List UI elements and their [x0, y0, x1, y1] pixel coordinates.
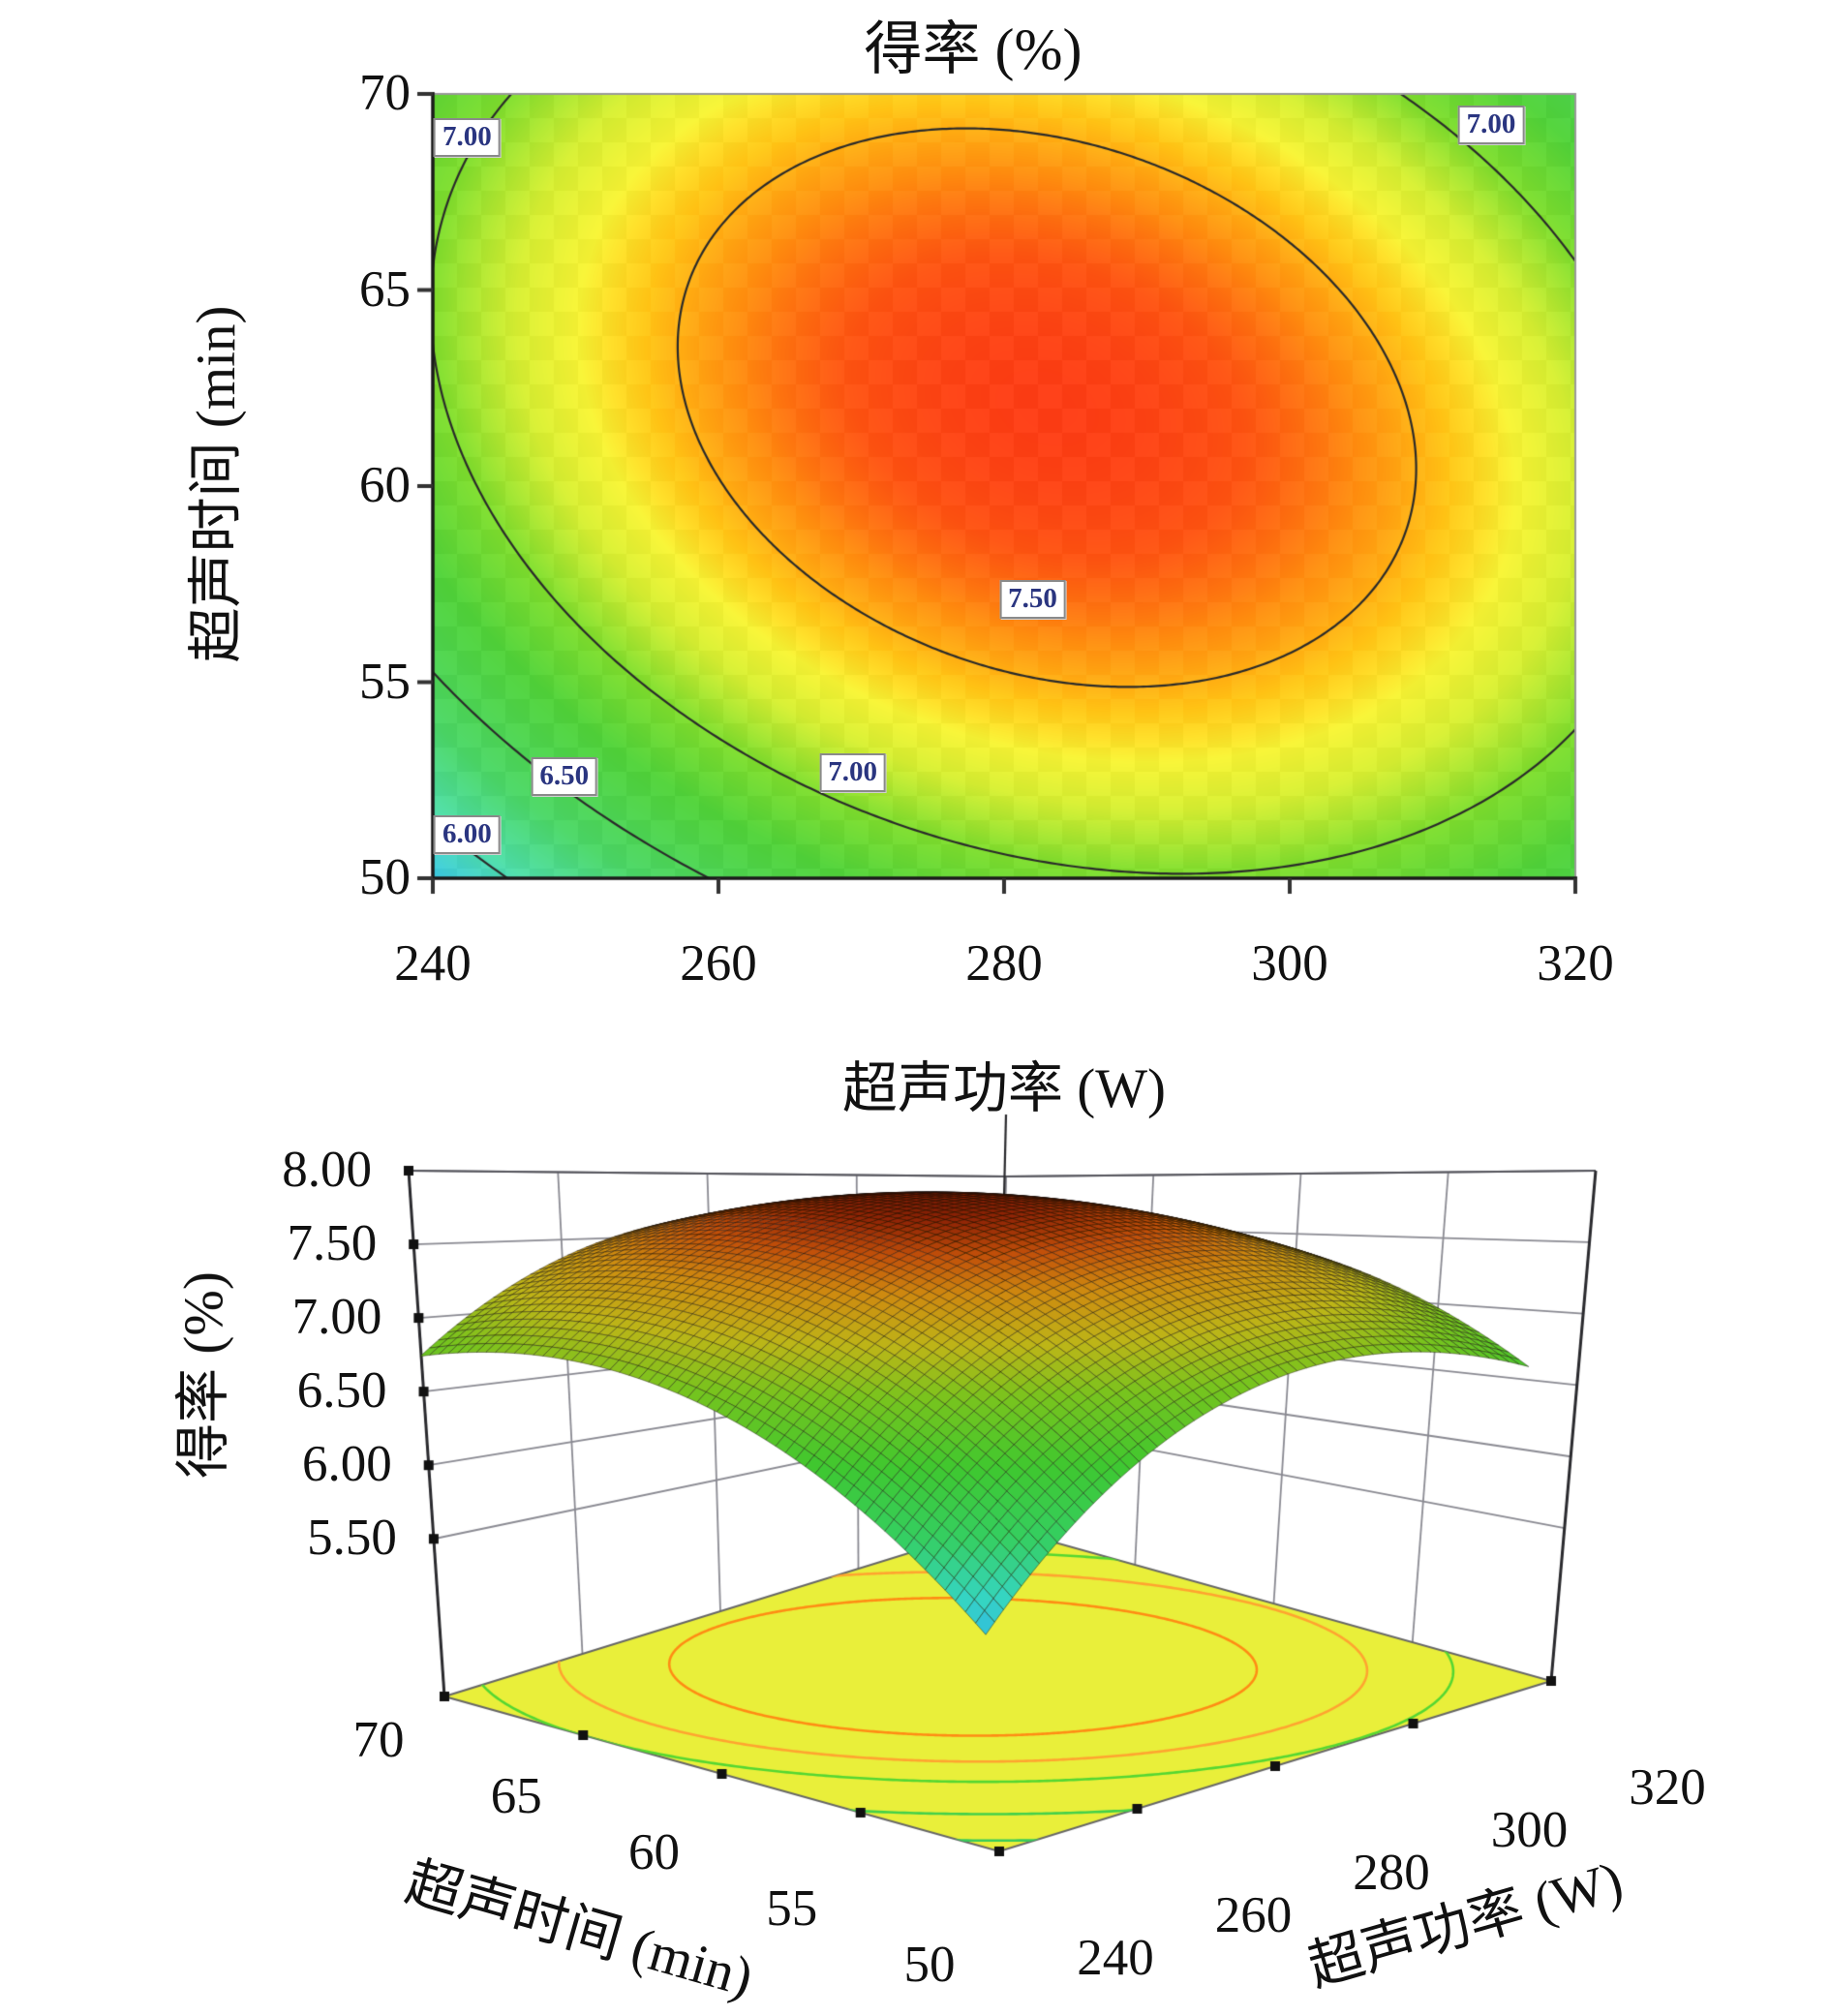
surface-z-tick-label: 6.50	[296, 1361, 387, 1419]
surface-y-tick-label: 55	[766, 1880, 818, 1937]
contour-level-label: 6.50	[531, 756, 598, 796]
surface-y-tick-label: 50	[903, 1937, 956, 1993]
contour-x-tick-label: 300	[1251, 935, 1328, 992]
contour-level-label: 6.00	[434, 815, 501, 855]
contour-x-tick-label: 280	[965, 935, 1043, 992]
contour-x-tick-label: 260	[680, 935, 757, 992]
contour-level-label: 7.00	[434, 117, 501, 157]
surface-x-tick-label: 300	[1490, 1802, 1569, 1858]
surface-x-tick-label: 240	[1077, 1930, 1154, 1986]
contour-level-label: 7.50	[999, 580, 1066, 620]
contour-y-tick-label: 55	[359, 653, 411, 710]
contour-x-tick-label: 240	[394, 935, 472, 992]
surface-z-tick-label: 6.00	[301, 1435, 392, 1492]
surface-y-tick-label: 70	[352, 1712, 405, 1768]
surface-x-tick-label: 280	[1353, 1845, 1430, 1901]
contour-x-tick-label: 320	[1537, 935, 1614, 992]
contour-y-tick-label: 65	[359, 260, 411, 318]
contour-chart-title: 得率 (%)	[864, 17, 1083, 81]
surface-z-tick-label: 7.00	[291, 1288, 382, 1345]
surface-z-axis-title: 得率 (%)	[173, 1271, 234, 1479]
contour-level-label: 7.00	[1457, 106, 1525, 145]
contour-y-tick-label: 50	[359, 848, 411, 905]
surface-z-tick-label: 7.50	[287, 1214, 378, 1271]
contour-x-axis-title: 超声功率 (W)	[841, 1058, 1167, 1119]
contour-level-label: 7.00	[819, 752, 887, 792]
surface-y-tick-label: 60	[628, 1824, 680, 1880]
surface-x-tick-label: 260	[1214, 1887, 1293, 1943]
contour-y-tick-label: 60	[359, 456, 411, 513]
contour-y-axis-title: 超声时间 (min)	[186, 305, 247, 663]
surface-z-tick-label: 8.00	[282, 1141, 372, 1198]
surface-x-tick-label: 320	[1629, 1759, 1706, 1816]
surface-y-tick-label: 65	[490, 1768, 542, 1824]
surface-z-tick-label: 5.50	[307, 1510, 397, 1567]
contour-y-tick-label: 70	[359, 64, 411, 121]
